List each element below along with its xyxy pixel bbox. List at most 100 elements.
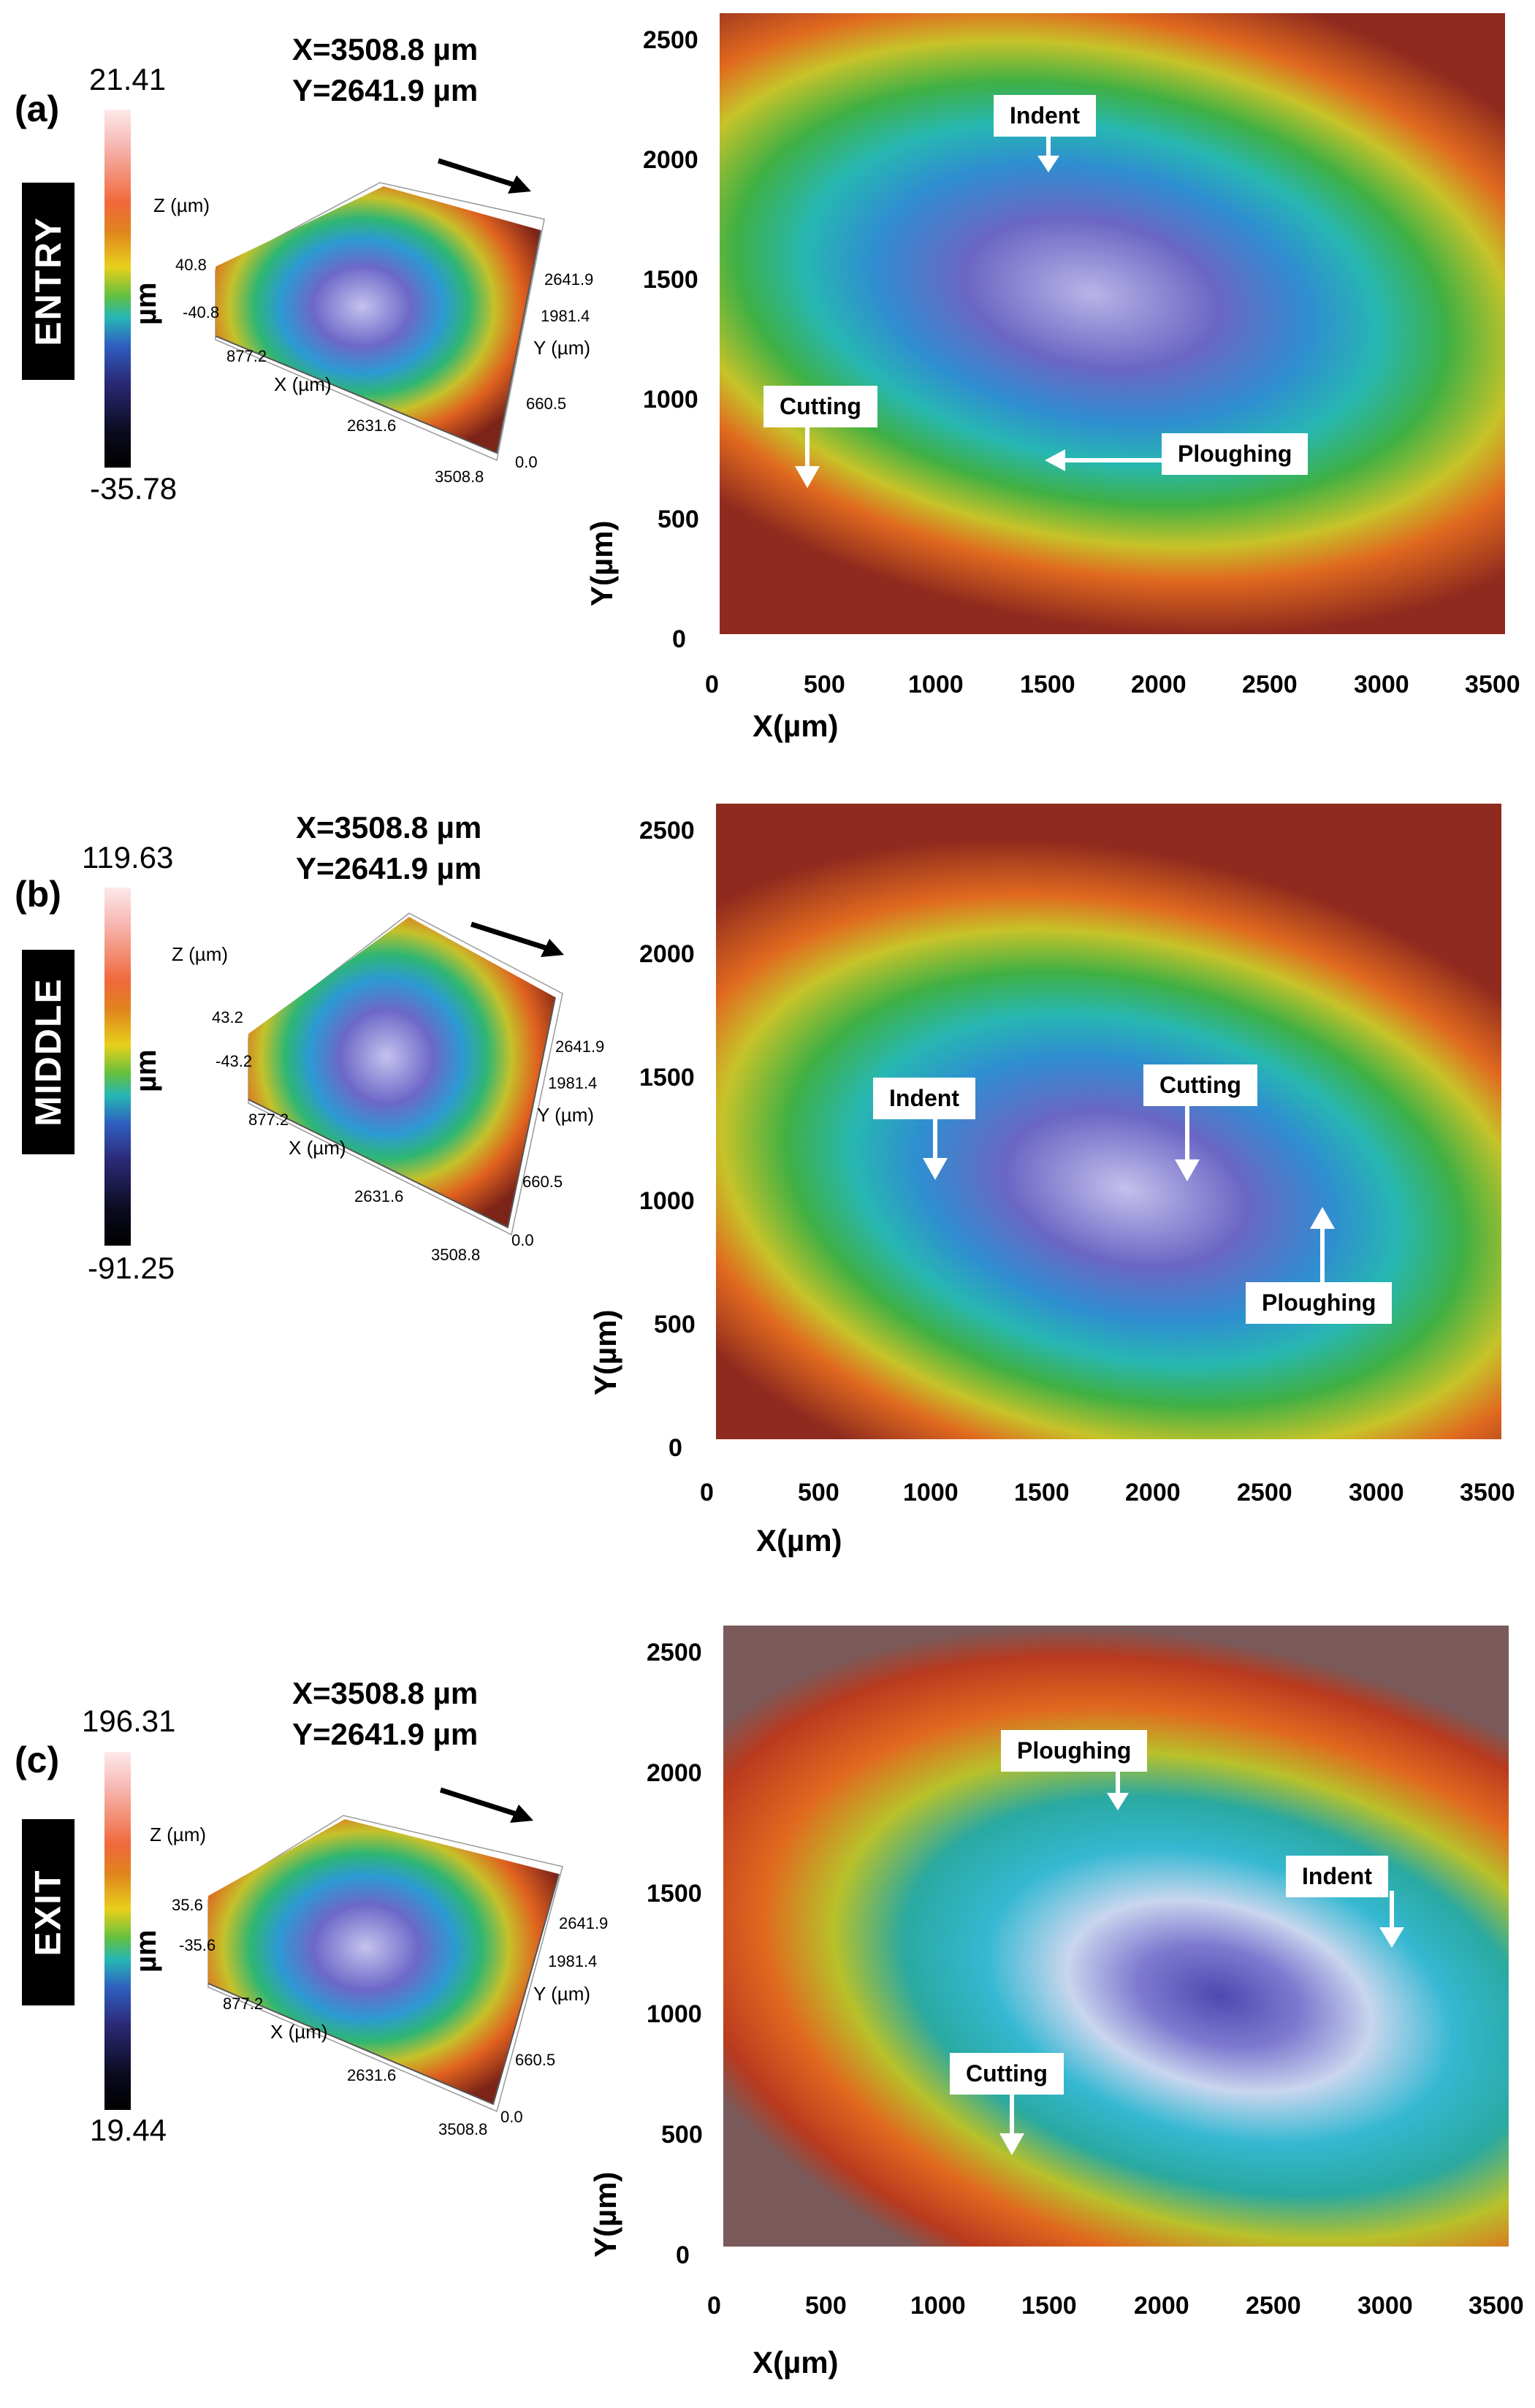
y-3d-tick: 660.5 xyxy=(526,395,566,413)
y-3d-tick: 0.0 xyxy=(511,1231,534,1249)
callout-indent: Indent xyxy=(994,95,1096,137)
map-y-tick: 1500 xyxy=(647,1880,702,1908)
panel-letter-b: (b) xyxy=(15,874,61,915)
map-x-tick: 2500 xyxy=(1246,2292,1301,2320)
x-3d-tick: 2631.6 xyxy=(347,416,396,435)
z-tick: -43.2 xyxy=(216,1052,252,1070)
colorbar-min-value: -91.25 xyxy=(88,1251,175,1285)
map-x-tick: 0 xyxy=(700,1479,714,1506)
extent-readout: X=3508.8 µm Y=2641.9 µm xyxy=(292,1673,478,1755)
arrow-icon xyxy=(1175,1100,1200,1181)
map-y-tick: 1500 xyxy=(639,1064,695,1091)
map-x-tick: 3500 xyxy=(1469,2292,1524,2320)
height-map-b xyxy=(716,804,1501,1439)
map-x-tick: 3500 xyxy=(1465,671,1520,698)
map-x-tick: 2000 xyxy=(1131,671,1187,698)
height-map-a xyxy=(720,13,1505,634)
z-axis-label: Z (µm) xyxy=(150,1824,206,1845)
map-y-tick: 1000 xyxy=(639,1187,695,1215)
y-3d-tick: 0.0 xyxy=(515,453,538,471)
x-3d-axis-label: X (µm) xyxy=(289,1137,346,1159)
map-y-label: Y(µm) xyxy=(588,1309,622,1395)
arrow-icon xyxy=(1379,1891,1404,1948)
arrow-icon xyxy=(1310,1207,1335,1282)
y-3d-tick: 0.0 xyxy=(500,2108,523,2126)
map-y-label: Y(µm) xyxy=(588,2171,622,2258)
map-y-tick: 500 xyxy=(661,2121,703,2149)
map-y-tick: 1000 xyxy=(647,2000,702,2028)
callout-cutting: Cutting xyxy=(763,386,877,427)
callout-ploughing: Ploughing xyxy=(1001,1730,1148,1772)
y-3d-tick: 2641.9 xyxy=(559,1914,608,1932)
colorbar xyxy=(104,888,131,1246)
map-y-tick: 2500 xyxy=(647,1639,702,1666)
arrow-icon xyxy=(1045,449,1165,471)
colorbar-min-value: 19.44 xyxy=(90,2113,167,2147)
map-y-tick: 0 xyxy=(672,625,686,653)
colorbar-min-value: -35.78 xyxy=(90,471,178,506)
extent-readout: X=3508.8 µm Y=2641.9 µm xyxy=(292,29,478,111)
map-y-tick: 500 xyxy=(658,506,699,533)
map-x-label: X(µm) xyxy=(753,709,839,743)
map-y-tick: 2000 xyxy=(643,146,698,174)
surface-mesh xyxy=(208,1819,559,2104)
y-extent: Y=2641.9 µm xyxy=(292,73,479,107)
y-3d-tick: 1981.4 xyxy=(548,1952,597,1970)
section-label-middle: MIDDLE xyxy=(22,950,75,1154)
surface-mesh xyxy=(248,917,555,1227)
x-3d-tick: 3508.8 xyxy=(431,1246,480,1264)
map-y-tick: 2500 xyxy=(643,26,698,54)
section-label-entry: ENTRY xyxy=(22,183,75,380)
map-y-tick: 2500 xyxy=(639,817,695,845)
y-3d-tick: 660.5 xyxy=(522,1173,563,1191)
map-x-tick: 3000 xyxy=(1357,2292,1413,2320)
callout-ploughing: Ploughing xyxy=(1162,433,1309,475)
callout-indent: Indent xyxy=(873,1078,975,1119)
callout-cutting: Cutting xyxy=(950,2053,1064,2095)
colorbar-max-value: 21.41 xyxy=(89,62,167,96)
y-3d-tick: 1981.4 xyxy=(541,307,590,325)
map-y-tick: 2000 xyxy=(639,940,695,968)
y-3d-tick: 660.5 xyxy=(515,2051,555,2069)
map-x-tick: 1500 xyxy=(1021,2292,1077,2320)
callout-cutting: Cutting xyxy=(1143,1064,1257,1106)
map-y-tick: 0 xyxy=(676,2241,690,2269)
y-extent: Y=2641.9 µm xyxy=(292,1717,479,1751)
height-map-c xyxy=(723,1626,1509,2247)
z-tick: -35.6 xyxy=(179,1936,216,1954)
map-x-tick: 2500 xyxy=(1237,1479,1292,1506)
colorbar-max-value: 196.31 xyxy=(82,1704,176,1738)
callout-ploughing: Ploughing xyxy=(1246,1282,1393,1324)
map-x-tick: 2000 xyxy=(1125,1479,1181,1506)
map-x-tick: 2500 xyxy=(1242,671,1298,698)
z-axis-label: Z (µm) xyxy=(153,194,210,216)
map-x-tick: 1500 xyxy=(1020,671,1075,698)
z-tick: -40.8 xyxy=(183,303,219,321)
x-3d-tick: 3508.8 xyxy=(435,468,484,486)
arrow-icon xyxy=(999,2088,1024,2155)
colorbar-unit: µm xyxy=(130,1049,162,1092)
x-3d-tick: 2631.6 xyxy=(354,1187,403,1205)
y-3d-tick: 2641.9 xyxy=(555,1037,604,1056)
x-3d-tick: 2631.6 xyxy=(347,2066,396,2084)
z-tick: 43.2 xyxy=(212,1008,243,1026)
y-3d-tick: 1981.4 xyxy=(548,1074,597,1092)
callout-indent: Indent xyxy=(1286,1856,1388,1897)
map-x-tick: 1500 xyxy=(1014,1479,1070,1506)
surface-3d-plot: Z (µm) 40.8 -40.8 877.2 X (µm) 2631.6 35… xyxy=(153,182,593,486)
panel-letter-c: (c) xyxy=(15,1740,60,1780)
surface-mesh xyxy=(216,186,541,453)
map-x-tick: 3000 xyxy=(1349,1479,1404,1506)
map-x-tick: 500 xyxy=(805,2292,847,2320)
map-y-tick: 1500 xyxy=(643,266,698,294)
x-3d-axis-label: X (µm) xyxy=(274,373,332,395)
map-x-tick: 3500 xyxy=(1460,1479,1515,1506)
x-3d-tick: 877.2 xyxy=(248,1110,289,1129)
arrow-icon xyxy=(923,1113,948,1180)
x-extent: X=3508.8 µm xyxy=(292,32,479,66)
extent-readout: X=3508.8 µm Y=2641.9 µm xyxy=(296,807,481,889)
z-tick: 40.8 xyxy=(175,256,207,274)
map-x-label: X(µm) xyxy=(756,1523,842,1558)
map-y-tick: 1000 xyxy=(643,386,698,414)
map-x-tick: 0 xyxy=(705,671,719,698)
